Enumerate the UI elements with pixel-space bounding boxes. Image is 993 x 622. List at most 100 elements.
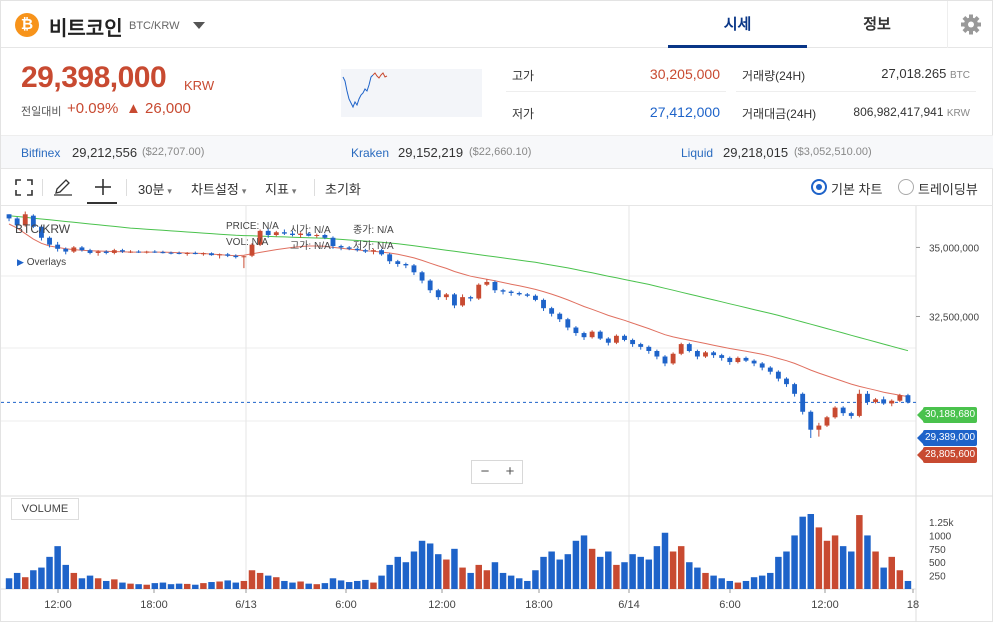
candle-body [662,356,668,364]
radio-basic-chart[interactable] [811,179,827,195]
candle-body [338,246,344,248]
volume-bar [362,579,369,589]
high-value: 30,205,000 [649,66,720,82]
zoom-in-button[interactable]: + [505,463,515,480]
tab-price[interactable]: 시세 [668,1,807,48]
candle-body [314,235,320,236]
crosshair-icon[interactable] [87,177,117,204]
volume-bar [572,540,580,589]
chevron-down-icon[interactable] [193,22,205,29]
candle-body [565,319,571,328]
volume-bar [839,546,847,589]
candle-body [371,250,376,252]
volume-bar [30,570,37,589]
candle-body [14,218,20,226]
exchange-name-bitfinex[interactable]: Bitfinex [21,146,61,160]
candle-body [192,252,198,255]
candle-body [241,256,247,258]
ohlc-close: 종가: N/A [353,225,394,236]
candle-body [233,255,239,258]
candle-body [39,226,44,238]
candlestick-chart[interactable]: 35,000,000 32,500,000 1.25k 1000 750 500 250 12… [1,206,993,622]
turnover-unit: KRW [946,108,970,119]
candle-body [711,352,717,356]
volume-label: 거래량(24H) [742,69,806,83]
volume-bar [451,548,458,589]
zoom-out-button[interactable]: − [480,463,490,480]
turnover-value: 806,982,417,941 KRW [853,105,970,119]
volume-bar [321,583,329,589]
radio-tradingview[interactable] [898,179,914,195]
candle-body [217,254,223,256]
interval-select[interactable]: 30분 ▾ [138,179,172,198]
ma20-price-tag: 28,805,600 [917,447,977,463]
volume-bar [831,535,839,589]
pencil-icon[interactable] [53,179,73,199]
x-tick-label: 18:00 [525,599,553,611]
x-tick-label: 12:00 [811,599,839,611]
volume-bar [515,578,523,589]
price-chart-area[interactable]: 35,000,000 32,500,000 1.25k 1000 750 500 250 12… [1,206,993,622]
candle-body [209,253,214,256]
volume-bar [645,559,653,589]
volume-bar [386,564,393,589]
candle-body [144,251,150,253]
candle-body [79,247,85,251]
volume-bar [629,554,636,589]
volume-bar [354,580,361,589]
volume-unit: BTC [950,70,970,81]
chart-settings-button[interactable]: 차트설정 ▾ [191,179,246,198]
turnover-number: 806,982,417,941 [853,105,944,119]
tab-info[interactable]: 정보 [863,16,891,33]
ma20-line [8,223,909,398]
candle-body [354,248,360,251]
volume-number: 27,018.265 [881,66,947,81]
volume-bar [394,556,402,589]
volume-bar [556,559,563,589]
volume-bar [70,572,78,589]
candle-body [427,280,433,291]
volume-bar [167,584,175,589]
price-unit: KRW [184,78,215,93]
volume-value: 27,018.265 BTC [881,66,970,81]
exchange-name-liquid[interactable]: Liquid [681,146,714,160]
volume-bar [637,556,644,589]
volume-bar [669,551,677,589]
volume-bar [175,583,183,589]
volume-bar [46,556,53,589]
volume-bar [621,562,628,589]
volume-bar [402,562,410,589]
reset-button[interactable]: 초기화 [325,182,361,197]
volume-bar [102,580,110,589]
volume-bar [264,575,272,589]
candle-body [889,400,895,404]
x-tick-label: 12:00 [428,599,456,611]
tradingview-label[interactable]: 트레이딩뷰 [918,182,978,197]
y-tick-label: 35,000,000 [929,243,979,254]
current-price: 29,398,000 [21,61,167,94]
volume-bar [475,564,482,589]
candle-body [613,335,619,343]
ma60-line [8,215,909,352]
basic-chart-label[interactable]: 기본 차트 [831,182,883,197]
indicators-button[interactable]: 지표 ▾ [265,179,296,198]
fullscreen-icon[interactable] [15,179,33,199]
volume-bar [653,546,661,589]
volume-tick-label: 500 [929,558,946,569]
exchange-price-liquid: 29,218,015 [723,145,789,160]
volume-bar [111,579,118,589]
candle-body [484,281,490,285]
volume-bar [289,582,296,589]
volume-bar [183,583,191,589]
candle-body [411,265,417,273]
gear-icon[interactable] [947,1,993,48]
overlays-toggle[interactable]: ▶ Overlays [17,257,66,268]
volume-bar [564,554,572,589]
indicators-label: 지표 [265,182,289,197]
volume-bar [661,532,669,589]
candle-body [30,215,36,227]
volume-bar [418,540,426,589]
candle-body [767,367,773,372]
exchange-name-kraken[interactable]: Kraken [351,146,390,160]
volume-tick-label: 1.25k [929,518,954,529]
